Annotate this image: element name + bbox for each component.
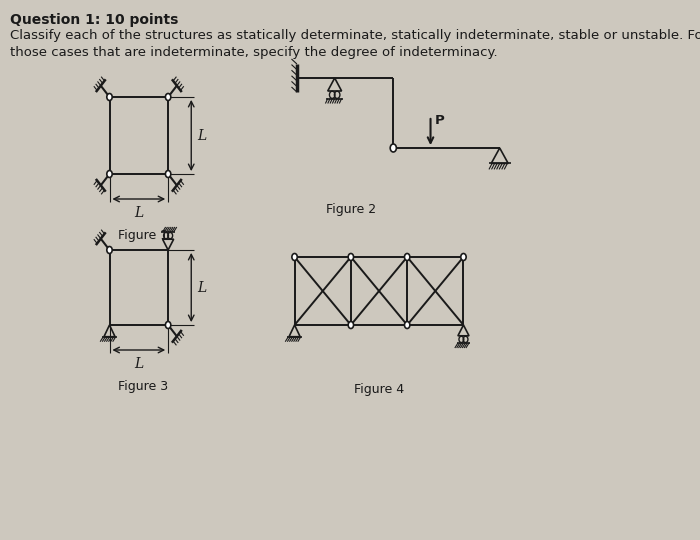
Circle shape: [107, 171, 112, 178]
Circle shape: [348, 321, 354, 328]
Text: L: L: [197, 280, 206, 294]
Circle shape: [405, 321, 410, 328]
Text: L: L: [134, 357, 144, 371]
Text: Question 1: 10 points: Question 1: 10 points: [10, 13, 178, 27]
Text: Figure 2: Figure 2: [326, 203, 376, 216]
Circle shape: [107, 93, 112, 100]
Circle shape: [390, 144, 396, 152]
Text: those cases that are indeterminate, specify the degree of indeterminacy.: those cases that are indeterminate, spec…: [10, 46, 498, 59]
Circle shape: [107, 246, 112, 253]
Text: Classify each of the structures as statically determinate, statically indetermin: Classify each of the structures as stati…: [10, 29, 700, 42]
Text: Figure 3: Figure 3: [118, 380, 168, 393]
Circle shape: [165, 321, 171, 328]
Text: L: L: [134, 206, 144, 220]
Circle shape: [292, 253, 298, 260]
Circle shape: [405, 253, 410, 260]
Circle shape: [165, 93, 171, 100]
Circle shape: [348, 253, 354, 260]
Text: Figure 4: Figure 4: [354, 383, 404, 396]
Circle shape: [165, 171, 171, 178]
Text: Figure 1: Figure 1: [118, 229, 168, 242]
Text: P: P: [435, 114, 445, 127]
Circle shape: [461, 253, 466, 260]
Text: L: L: [197, 129, 206, 143]
